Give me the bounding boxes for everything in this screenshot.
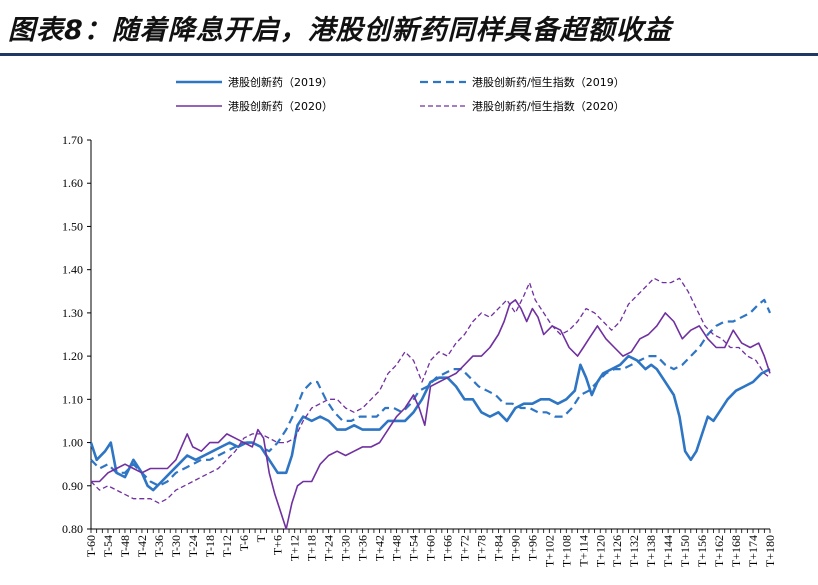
series-line-2	[90, 298, 772, 487]
x-tick-label: T+156	[695, 535, 709, 567]
x-tick-label: T-30	[169, 535, 183, 557]
x-tick-label: T+78	[474, 535, 488, 561]
x-tick-label: T+66	[440, 535, 454, 561]
x-tick-label: T+72	[457, 535, 471, 561]
y-tick-label: 1.10	[62, 392, 83, 406]
x-tick-label: T+90	[508, 535, 522, 561]
y-tick-label: 1.40	[62, 263, 83, 277]
x-tick-label: T+12	[288, 535, 302, 561]
series-line-1	[89, 354, 771, 492]
x-tick-label: T+96	[525, 535, 539, 561]
title-underline	[0, 53, 818, 56]
legend-label-3: 港股创新药（2020）	[228, 99, 333, 113]
x-tick-label: T-18	[203, 535, 217, 557]
y-tick-label: 1.00	[62, 436, 83, 450]
x-tick-label: T+120	[593, 535, 607, 567]
x-tick-label: T+144	[661, 535, 675, 567]
x-tick-label: T+150	[678, 535, 692, 567]
x-tick-label: T+36	[356, 535, 370, 561]
x-tick-label: T+138	[644, 535, 658, 567]
y-tick-label: 0.90	[62, 479, 83, 493]
x-tick-label: T+174	[746, 535, 760, 567]
x-tick-label: T-12	[220, 535, 234, 557]
series-line-4	[90, 277, 771, 504]
x-tick-label: T+84	[491, 535, 505, 561]
x-tick-label: T+6	[271, 535, 285, 555]
series-line-3	[91, 299, 771, 530]
x-tick-label: T-48	[118, 535, 132, 557]
chart-series-lines	[89, 277, 772, 530]
x-tick-label: T-60	[84, 535, 98, 557]
x-tick-label: T	[254, 534, 268, 542]
x-tick-label: T+24	[322, 535, 336, 561]
x-tick-label: T-6	[237, 535, 251, 551]
chart-title: 图表8：随着降息开启，港股创新药同样具备超额收益	[8, 15, 672, 46]
legend-label-4: 港股创新药/恒生指数（2020）	[472, 99, 625, 113]
x-tick-label: T+162	[712, 535, 726, 567]
x-tick-label: T+18	[305, 535, 319, 561]
legend-label-1: 港股创新药（2019）	[228, 75, 333, 89]
x-tick-label: T+126	[610, 535, 624, 567]
line-chart: 港股创新药（2019） 港股创新药/恒生指数（2019） 港股创新药（2020） 港股…	[62, 75, 777, 567]
y-tick-label: 1.70	[62, 133, 83, 147]
x-tick-label: T+132	[627, 535, 641, 567]
x-tick-label: T+30	[339, 535, 353, 561]
title-bar: 图表8：随着降息开启，港股创新药同样具备超额收益	[0, 0, 818, 56]
x-tick-label: T-42	[135, 535, 149, 557]
y-tick-label: 0.80	[62, 522, 83, 536]
x-tick-label: T+102	[542, 535, 556, 567]
x-tick-label: T+168	[729, 535, 743, 567]
legend-label-2: 港股创新药/恒生指数（2019）	[472, 75, 625, 89]
x-tick-label: T+60	[424, 535, 438, 561]
x-tick-label: T-36	[152, 535, 166, 557]
x-tick-label: T+54	[407, 535, 421, 561]
x-tick-label: T+48	[390, 535, 404, 561]
y-tick-label: 1.20	[62, 349, 83, 363]
x-tick-label: T-24	[186, 535, 200, 557]
y-tick-label: 1.50	[62, 219, 83, 233]
x-tick-label: T+108	[559, 535, 573, 567]
y-tick-label: 1.30	[62, 306, 83, 320]
x-tick-label: T+114	[576, 535, 590, 567]
x-tick-label: T+42	[373, 535, 387, 561]
chart-axes: 0.80 0.90 1.00 1.10 1.20 1.30 1.40 1.50 1.60 1.70…	[62, 133, 777, 567]
x-tick-label: T-54	[101, 535, 115, 557]
y-tick-label: 1.60	[62, 176, 83, 190]
x-tick-label: T+180	[763, 535, 777, 567]
chart-legend: 港股创新药（2019） 港股创新药/恒生指数（2019） 港股创新药（2020） 港股…	[176, 75, 625, 113]
